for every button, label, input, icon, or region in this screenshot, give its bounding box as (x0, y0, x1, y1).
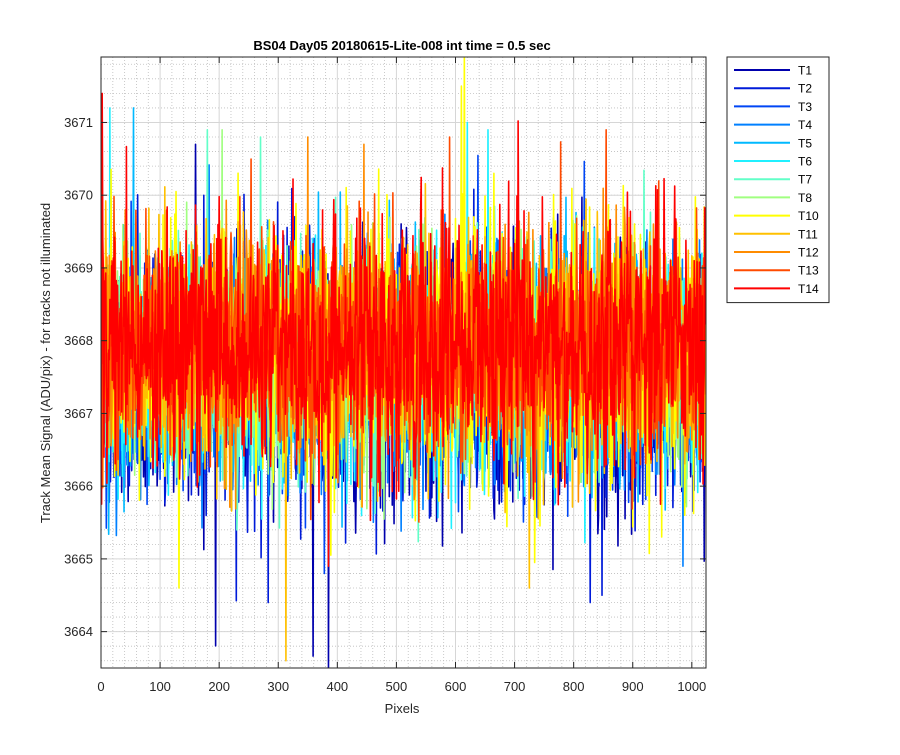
legend: T1 T2 T3 T4 T5 T6 T7 T8 T10 T11 T12 T13 T14 (726, 56, 830, 304)
legend-label-t11: T11 (798, 227, 818, 241)
y-tick-label: 3669 (64, 260, 93, 275)
legend-label-t4: T4 (798, 118, 812, 132)
legend-label-t13: T13 (798, 264, 819, 278)
y-tick-label: 3671 (64, 115, 93, 130)
y-tick-label: 3666 (64, 479, 93, 494)
y-tick-label: 3668 (64, 333, 93, 348)
legend-label-t12: T12 (798, 246, 819, 260)
tick-labels: 0 100 200 300 400 500 600 700 800 900 1000 3664 3665… (64, 115, 706, 694)
x-tick-label: 400 (326, 679, 348, 694)
x-tick-label: 1000 (677, 679, 706, 694)
legend-label-t8: T8 (798, 191, 812, 205)
legend-label-t10: T10 (798, 209, 819, 223)
legend-label-t7: T7 (798, 173, 812, 187)
x-tick-label: 300 (267, 679, 289, 694)
x-tick-label: 800 (563, 679, 585, 694)
series-line-t14 (101, 92, 706, 567)
x-tick-label: 500 (386, 679, 408, 694)
axes-layer (100, 56, 707, 669)
series-layer (101, 57, 706, 668)
legend-label-t6: T6 (798, 155, 812, 169)
legend-label-t1: T1 (798, 64, 812, 78)
chart-title: BS04 Day05 20180615-Lite-008 int time = … (253, 38, 550, 53)
axes-box (100, 56, 707, 669)
x-tick-label: 900 (622, 679, 644, 694)
y-axis-label: Track Mean Signal (ADU/pix) - for tracks… (38, 203, 53, 523)
legend-label-t14: T14 (798, 282, 819, 296)
x-tick-label: 0 (97, 679, 104, 694)
x-tick-label: 600 (445, 679, 467, 694)
legend-label-t3: T3 (798, 100, 812, 114)
x-tick-label: 100 (149, 679, 171, 694)
y-tick-label: 3665 (64, 551, 93, 566)
y-tick-label: 3664 (64, 624, 93, 639)
x-tick-label: 200 (208, 679, 230, 694)
x-axis-label: Pixels (385, 701, 420, 716)
legend-label-t5: T5 (798, 136, 812, 150)
x-tick-label: 700 (504, 679, 526, 694)
y-tick-label: 3670 (64, 188, 93, 203)
y-tick-label: 3667 (64, 406, 93, 421)
legend-label-t2: T2 (798, 82, 812, 96)
